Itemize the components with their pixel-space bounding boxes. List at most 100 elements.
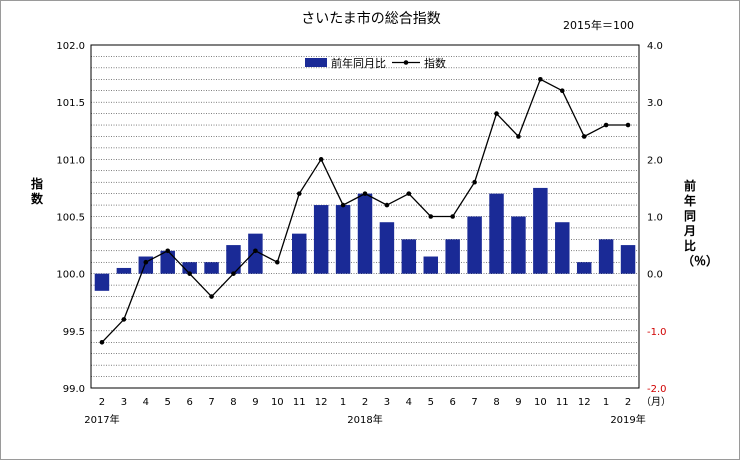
left-tick-label: 101.5 [56,98,85,109]
right-tick-label: 0.0 [647,270,663,281]
index-point [318,157,324,162]
chart-title: さいたま市の総合指数 [301,11,441,27]
index-point [340,202,346,208]
left-tick-label: 99.0 [63,384,85,395]
right-axis-title: 前年同月比（％） [682,179,718,269]
index-point [625,122,631,128]
bar [555,222,570,274]
x-tick-label: 3 [384,397,390,408]
bar [401,239,417,274]
index-point [275,259,280,265]
index-point [143,259,149,265]
line-layer [99,77,631,345]
index-point [296,191,302,196]
x-tick-label: 2 [625,397,631,408]
legend-layer: 前年同月比 指数 [305,56,446,70]
x-tick-label: 5 [165,397,171,408]
year-label: 2019年 [610,413,645,426]
right-tick-label: 2.0 [647,155,663,166]
index-point [538,77,543,82]
bar [204,262,219,274]
index-point [581,134,587,139]
index-point [253,248,258,254]
index-point [428,214,434,219]
year-label: 2017年 [84,413,119,426]
base-year-note: 2015年＝100 [563,19,634,32]
x-tick-label: 9 [515,397,521,408]
legend-line-marker [403,60,409,65]
x-tick-label: 12 [315,397,328,408]
left-tick-label: 99.5 [63,327,85,338]
bar [94,273,110,291]
index-point [231,271,236,276]
index-point [209,294,214,299]
x-tick-label: 8 [230,397,236,408]
index-point [99,339,105,345]
left-tick-label: 100.5 [56,213,85,224]
grid-layer [90,44,640,389]
x-unit-label: （月） [641,396,671,408]
right-axis-title-text: 前年同月比（％） [682,179,719,268]
index-point [559,88,565,94]
x-tick-label: 9 [252,397,258,408]
axis-layer: 99.099.5100.0100.5101.0101.5102.0-2.0-1.… [56,41,671,426]
bar [182,262,197,274]
index-point [362,191,368,196]
x-tick-label: 11 [556,397,569,408]
x-tick-label: 12 [578,397,591,408]
right-tick-label: -1.0 [647,327,667,338]
bar [379,222,395,274]
bar [576,262,592,274]
bar [598,239,614,274]
index-point [384,202,390,208]
x-tick-label: 3 [121,397,127,408]
x-tick-label: 10 [534,397,547,408]
bar [511,216,526,274]
index-point [450,214,455,219]
x-tick-label: 2 [362,397,368,408]
x-tick-label: 7 [471,397,477,408]
bar [160,250,175,274]
index-point [472,179,477,185]
x-tick-label: 10 [271,397,284,408]
index-point [187,271,192,276]
x-tick-label: 11 [293,397,306,408]
legend-bar-label: 前年同月比 [331,56,386,70]
bar [423,256,438,274]
right-tick-label: 1.0 [647,213,663,224]
left-tick-label: 100.0 [56,270,85,281]
x-tick-label: 4 [406,397,412,408]
index-point [165,248,171,254]
bar [620,245,636,274]
index-point [406,191,412,196]
year-label: 2018年 [347,413,382,426]
x-tick-label: 1 [340,397,346,408]
index-point [516,134,521,139]
left-axis-title-text: 指数 [30,177,43,206]
x-tick-label: 7 [208,397,214,408]
legend-bar-swatch [305,58,327,67]
x-tick-label: 6 [186,397,192,408]
x-tick-label: 6 [449,397,455,408]
left-axis-title: 指数 [29,177,45,207]
bar [248,233,263,274]
x-tick-label: 2 [99,397,105,408]
left-tick-label: 101.0 [56,155,85,166]
bar [467,216,482,274]
right-tick-label: 4.0 [647,41,663,52]
bar [489,193,504,274]
bar [292,233,307,274]
index-point [121,317,127,322]
bar [226,245,241,274]
left-tick-label: 102.0 [56,41,85,52]
bar [335,205,351,274]
index-point [603,122,609,128]
index-point [494,111,499,116]
bar [445,239,460,274]
bar [533,187,548,274]
x-tick-label: 5 [428,397,434,408]
legend-line-label: 指数 [424,56,446,70]
bar [116,267,132,274]
